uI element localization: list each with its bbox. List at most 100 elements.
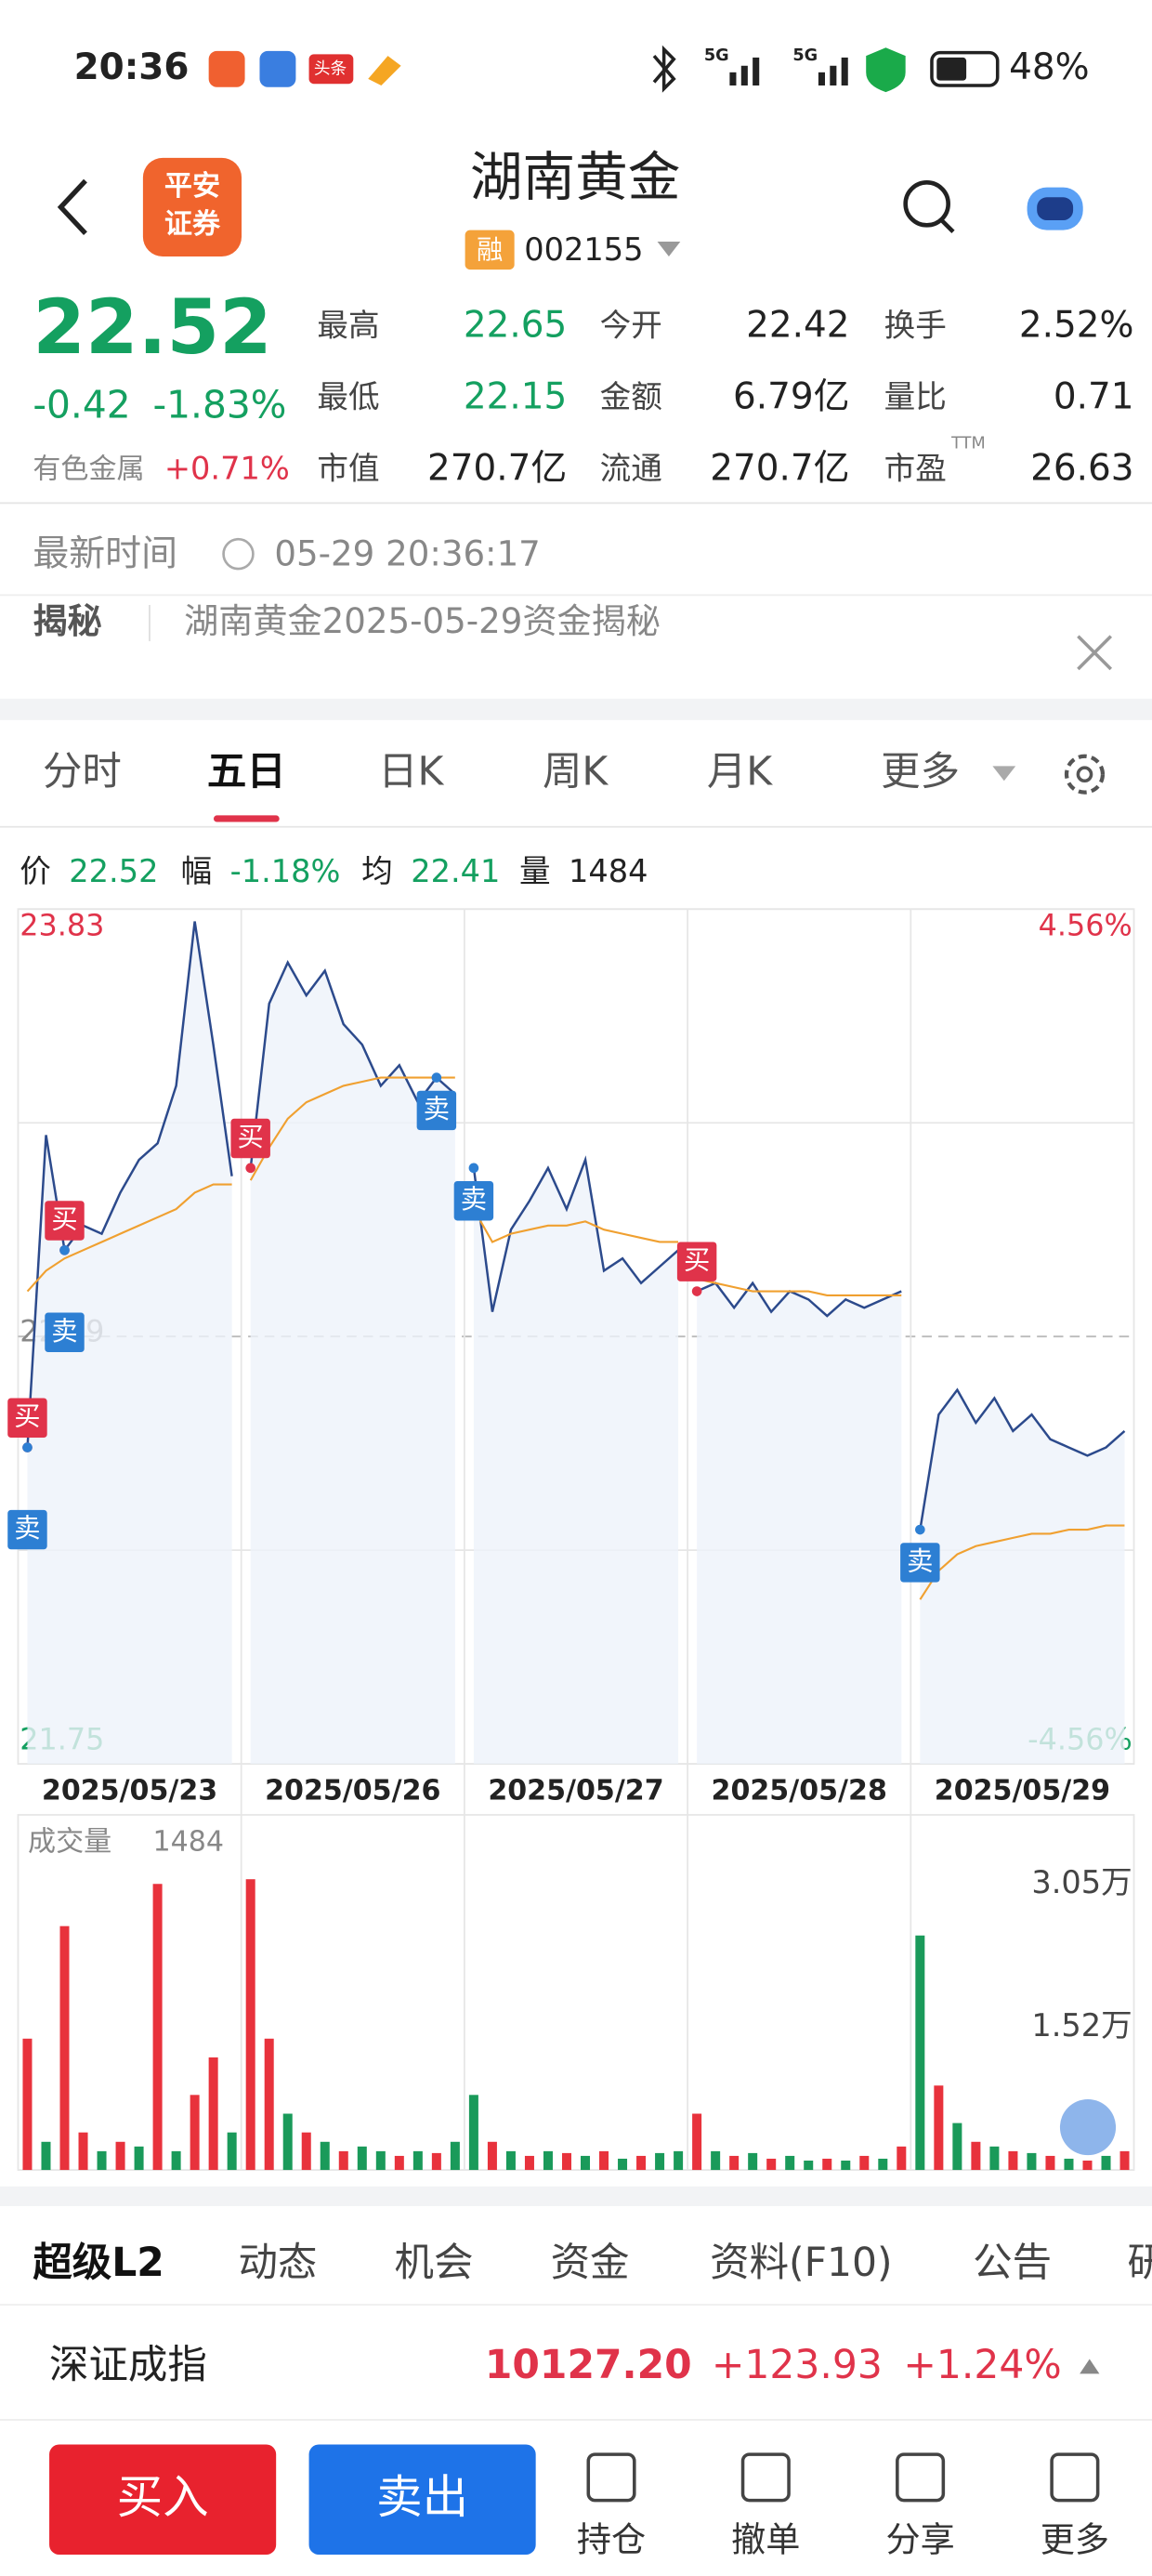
x-tick-label: 2025/05/23 xyxy=(42,1775,217,1807)
volume-bar xyxy=(505,2150,516,2171)
volume-bar xyxy=(636,2155,647,2171)
settings-button[interactable] xyxy=(1064,754,1106,795)
bottom-tab[interactable]: 动态 xyxy=(238,2241,317,2286)
reveal-text[interactable]: 湖南黄金2025-05-29资金揭秘 xyxy=(184,601,661,641)
chart-tab[interactable]: 分时 xyxy=(43,750,122,795)
app-badge: 头条 xyxy=(314,59,347,78)
bottom-tab[interactable]: 超级L2 xyxy=(33,2241,164,2286)
volume-bar xyxy=(375,2150,386,2171)
trade-marker[interactable] xyxy=(45,1312,85,1352)
section-gap xyxy=(0,2186,1152,2206)
volume-bar xyxy=(952,2123,962,2171)
chart-tab[interactable]: 月K xyxy=(707,750,773,795)
stat-label: 最高 xyxy=(317,308,379,344)
x-tick-label: 2025/05/29 xyxy=(935,1775,1110,1807)
chart-tab[interactable]: 周K xyxy=(543,750,609,795)
time-label: 最新时间 xyxy=(33,532,177,574)
volume-bar xyxy=(841,2160,851,2171)
volume-bar xyxy=(320,2141,330,2171)
volume-chart: 成交量 1484 3.05万 1.52万 xyxy=(17,1814,1135,2171)
fullscreen-button[interactable] xyxy=(1059,2098,1117,2156)
price-area xyxy=(27,921,1125,1765)
volume-bar xyxy=(766,2158,777,2171)
network-label: 5G xyxy=(704,46,729,65)
app-icon xyxy=(368,56,401,85)
bottom-tab[interactable]: 资金 xyxy=(551,2241,630,2286)
app-icon xyxy=(308,54,354,85)
info-label: 均 xyxy=(361,853,393,889)
trade-marker-label: 买 xyxy=(684,1245,710,1276)
trade-point xyxy=(691,1286,702,1296)
more-dropdown[interactable] xyxy=(992,766,1016,782)
index-name: 深证成指 xyxy=(49,2343,207,2388)
volume-frame xyxy=(17,1814,1135,2171)
volume-bar xyxy=(22,2038,33,2171)
volume-bar xyxy=(41,2141,51,2171)
code-dropdown[interactable] xyxy=(657,242,681,256)
sell-button[interactable] xyxy=(308,2444,536,2556)
back-button[interactable] xyxy=(57,178,87,236)
chart-tab[interactable]: 五日 xyxy=(207,750,286,795)
chart-tab[interactable]: 日K xyxy=(378,750,444,795)
price-change: -0.42 xyxy=(33,383,130,427)
volume-bar xyxy=(190,2095,200,2171)
stats-grid: 最高 22.65 今开 22.42 换手 2.52% 最低 22.15 金额 6.79亿 量比 0.7… xyxy=(317,305,1133,490)
x-tick-label: 2025/05/26 xyxy=(265,1775,440,1807)
info-icon[interactable] xyxy=(222,537,255,571)
volume-bar xyxy=(97,2150,107,2171)
trade-marker[interactable] xyxy=(900,1543,940,1583)
settings-center xyxy=(1076,766,1093,783)
network-label: 5G xyxy=(792,46,818,65)
action-icon[interactable] xyxy=(586,2452,636,2503)
volume-bar xyxy=(581,2155,591,2171)
stock-code: 002155 xyxy=(524,231,643,268)
section-gap xyxy=(0,698,1152,720)
app-icon xyxy=(208,50,245,87)
info-label: 幅 xyxy=(181,853,213,889)
price-chart: 23.8322.7921.754.56%-4.56%2025/05/232025… xyxy=(7,908,1135,2171)
trade-marker[interactable] xyxy=(416,1090,457,1131)
logo-text: 证券 xyxy=(164,208,221,241)
index-expand[interactable] xyxy=(1080,2359,1100,2374)
search-handle xyxy=(939,218,955,234)
bottom-tab[interactable]: 公告 xyxy=(973,2241,1052,2286)
volume-bar xyxy=(674,2150,684,2171)
action-icon[interactable] xyxy=(740,2452,791,2503)
volume-bar xyxy=(822,2158,832,2171)
stat-value: 2.52% xyxy=(1019,305,1134,347)
trade-marker[interactable] xyxy=(230,1118,270,1159)
volume-bar xyxy=(245,1879,255,2171)
chart-tabs: 分时 五日 日K 周K 月K 更多 xyxy=(43,750,960,822)
battery-icon xyxy=(930,50,1000,87)
bottom-tab[interactable]: 研 xyxy=(1127,2241,1152,2286)
trade-marker[interactable] xyxy=(453,1181,494,1221)
close-button[interactable] xyxy=(1077,635,1113,671)
action-icon[interactable] xyxy=(896,2452,946,2503)
trade-marker[interactable] xyxy=(7,1509,47,1550)
trade-marker[interactable] xyxy=(7,1398,47,1438)
average-line xyxy=(26,1076,1125,1600)
buy-button[interactable] xyxy=(49,2444,277,2556)
stat-label: 市盈 xyxy=(884,450,947,486)
volume-bar xyxy=(1101,2155,1111,2171)
bottom-tab[interactable]: 机会 xyxy=(395,2241,474,2286)
sector-name: 有色金属 xyxy=(33,453,144,485)
volume-bar xyxy=(152,1884,163,2171)
stat-label: 市值 xyxy=(317,450,379,486)
stat-value: 26.63 xyxy=(1030,447,1133,489)
trade-marker-label: 卖 xyxy=(424,1094,450,1124)
stat-label: 流通 xyxy=(600,450,662,486)
volume-bar xyxy=(78,2132,88,2171)
trade-marker[interactable] xyxy=(45,1201,85,1241)
stat-value: 0.71 xyxy=(1054,375,1134,417)
search-button[interactable] xyxy=(903,180,950,228)
bottom-tab[interactable]: 资料(F10) xyxy=(710,2241,892,2286)
stat-label: 量比 xyxy=(884,378,947,414)
action-icon[interactable] xyxy=(1050,2452,1100,2503)
volume-bar xyxy=(599,2150,609,2171)
chart-tab[interactable]: 更多 xyxy=(881,750,960,795)
trade-marker[interactable] xyxy=(676,1242,717,1281)
info-label: 量 xyxy=(519,853,551,889)
volume-bar xyxy=(897,2146,907,2171)
